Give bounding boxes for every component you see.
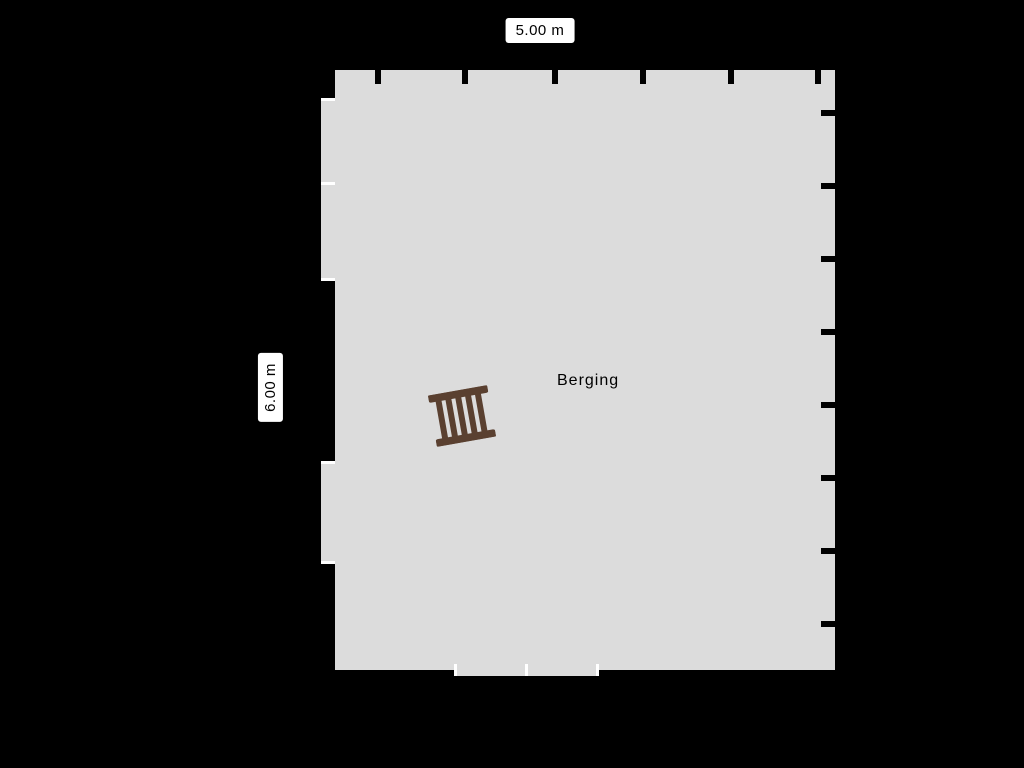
wall-tick-right [821, 183, 835, 189]
room-floor [335, 70, 835, 670]
wall-tick-top [462, 70, 468, 84]
room-label: Berging [557, 372, 619, 390]
wall-tick-right [821, 110, 835, 116]
wall-opening-left-lower [321, 463, 335, 563]
wall-tick-right [821, 475, 835, 481]
window-mark [454, 664, 457, 676]
window-mark [525, 664, 528, 676]
window-mark [321, 98, 335, 101]
wall-tick-top [815, 70, 821, 84]
window-mark [321, 561, 335, 564]
wall-tick-right [821, 548, 835, 554]
wall-tick-top [375, 70, 381, 84]
wall-tick-right [821, 256, 835, 262]
dimension-height-label: 6.00 m [258, 353, 283, 422]
window-mark [321, 278, 335, 281]
wall-tick-right [821, 402, 835, 408]
wall-opening-left-upper [321, 100, 335, 280]
wall-tick-top [552, 70, 558, 84]
window-mark [321, 461, 335, 464]
window-mark [321, 182, 335, 185]
wall-tick-top [728, 70, 734, 84]
wall-tick-right [821, 329, 835, 335]
wall-tick-top [640, 70, 646, 84]
wall-tick-right [821, 621, 835, 627]
window-mark [596, 664, 599, 676]
dimension-width-label: 5.00 m [506, 18, 575, 43]
ladder-icon [428, 385, 496, 447]
